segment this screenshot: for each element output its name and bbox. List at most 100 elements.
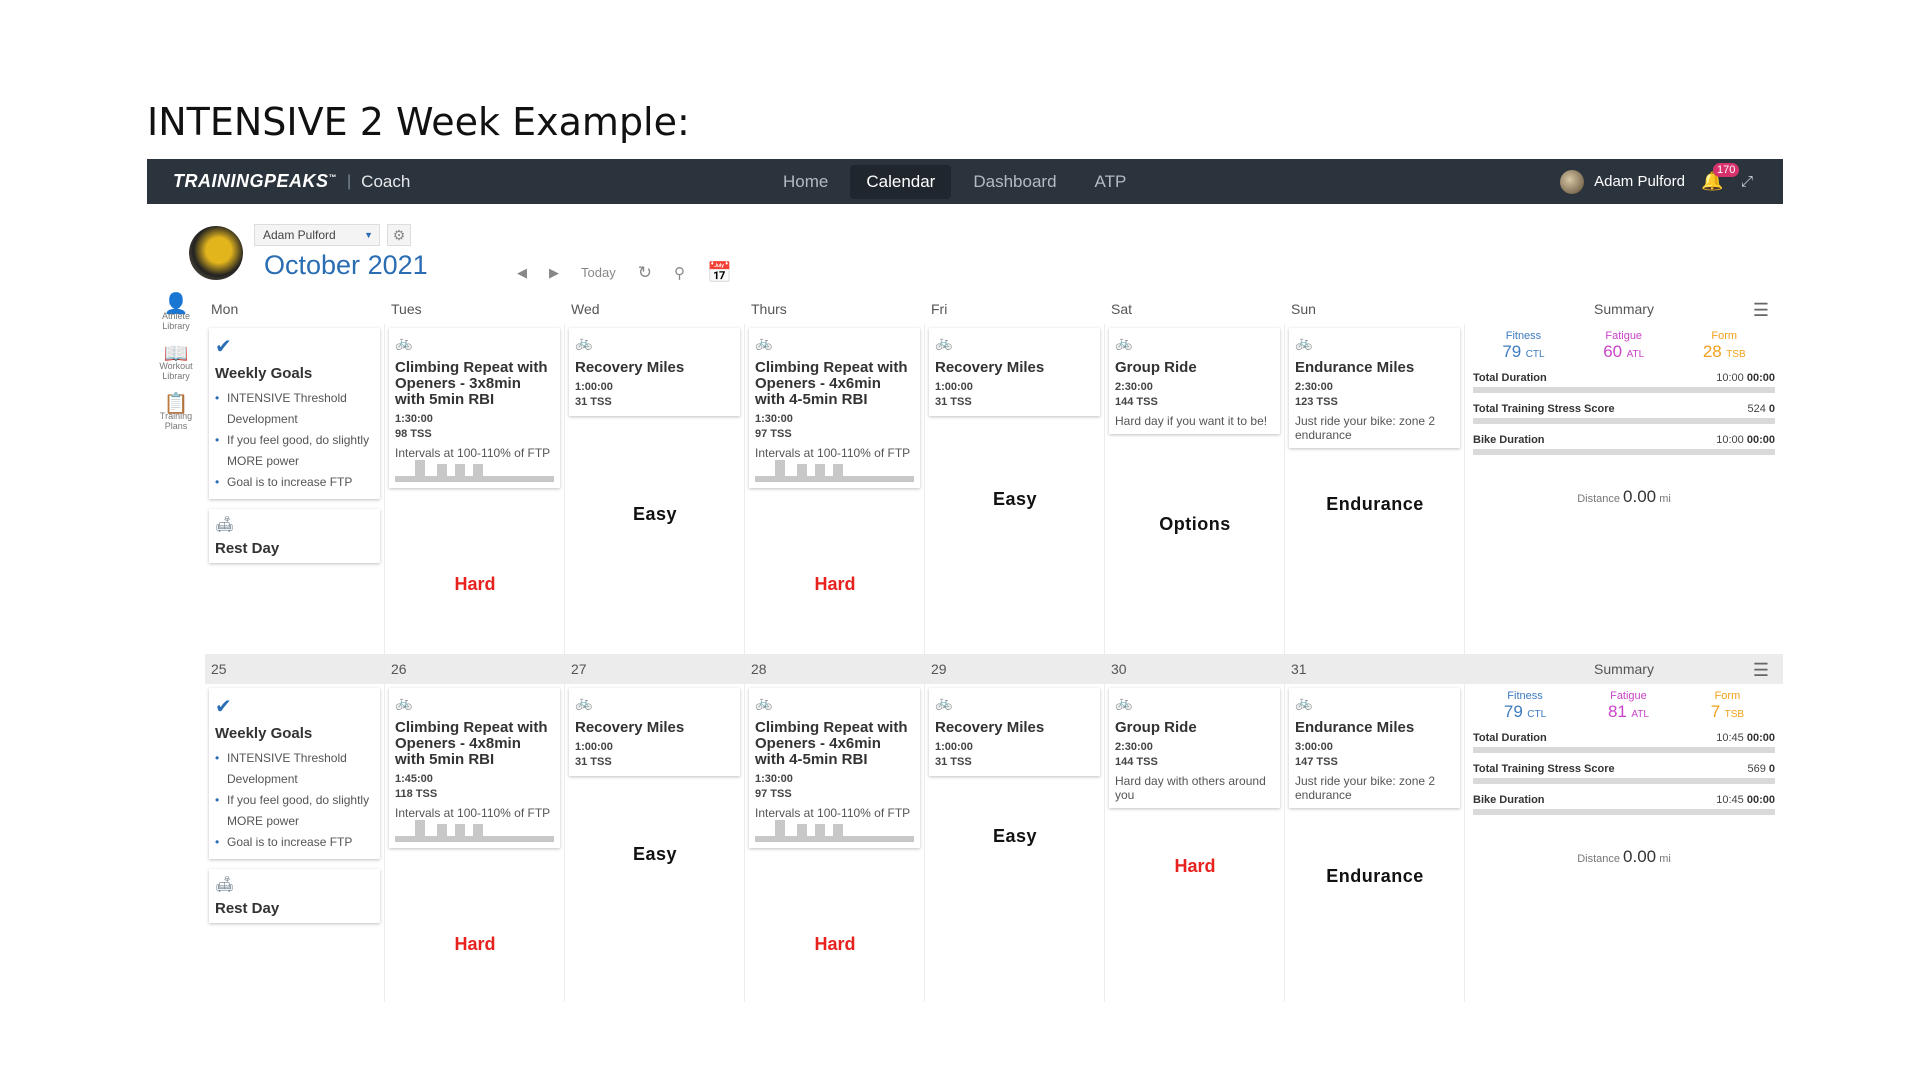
week-header: Mon Tues Wed Thurs Fri Sat Sun Summary ☰ (205, 294, 1783, 324)
day-cell[interactable]: 🚲 Endurance Miles 3:00:00 147 TSS Just ride … (1285, 684, 1465, 1002)
total-duration-bar (1473, 747, 1775, 753)
refresh-icon[interactable]: ↻ (637, 262, 652, 282)
nav-atp[interactable]: ATP (1094, 172, 1127, 191)
goals-title: Weekly Goals (215, 365, 313, 382)
training-plans-button[interactable]: 📋 Training Plans (147, 394, 205, 431)
workout-title: Climbing Repeat with Openers - 3x8min wi… (395, 359, 548, 408)
workout-card[interactable]: 🚲 Endurance Miles 2:30:00 123 TSS Just ride … (1289, 328, 1460, 448)
menu-icon[interactable]: ☰ (1752, 300, 1769, 320)
expand-icon[interactable]: ⤢ (1740, 173, 1753, 190)
day-cell[interactable]: 🚲 Group Ride 2:30:00 144 TSS Hard day if you… (1105, 324, 1285, 659)
calendar-toolbar: ◀ ▶ Today ↻ ⚲ 📅 (517, 260, 732, 285)
weekly-goals-card[interactable]: ✔ Weekly Goals INTENSIVE Threshold Develop… (209, 328, 380, 499)
goal-item: Goal is to increase FTP (215, 472, 374, 493)
day-cell[interactable]: ✔ Weekly Goals INTENSIVE Threshold Develop… (205, 684, 385, 1002)
workout-card[interactable]: 🚲 Climbing Repeat with Openers - 3x8min w… (389, 328, 560, 488)
search-icon[interactable]: ⚲ (673, 264, 685, 282)
calendar-view-icon[interactable]: 📅 (706, 262, 732, 284)
workout-library-button[interactable]: 📖 Workout Library (147, 344, 205, 381)
workout-card[interactable]: 🚲 Climbing Repeat with Openers - 4x6min w… (749, 688, 920, 848)
workout-card[interactable]: 🚲 Climbing Repeat with Openers - 4x8min w… (389, 688, 560, 848)
workout-tss: 147 TSS (1295, 756, 1338, 768)
workout-card[interactable]: 🚲 Recovery Miles 1:00:00 31 TSS (569, 328, 740, 416)
workout-card[interactable]: 🚲 Recovery Miles 1:00:00 31 TSS (929, 328, 1100, 416)
fitness-metric: Fitness 79 CTL (1502, 330, 1545, 361)
calendar-header: Adam Pulford ▼ ⚙ October 2021 ◀ ▶ Today ↻… (147, 204, 1783, 294)
bike-icon: 🚲 (575, 694, 593, 710)
intensity-annotation: Hard (814, 574, 856, 594)
summary-header: Summary ☰ (1594, 300, 1769, 320)
form-metric: Form 28 TSB (1702, 330, 1746, 361)
athlete-select[interactable]: Adam Pulford ▼ (254, 224, 380, 246)
workout-duration: 1:00:00 (935, 741, 973, 753)
today-button[interactable]: Today (581, 265, 616, 280)
goal-item: Goal is to increase FTP (215, 832, 374, 853)
day-cell[interactable]: 🚲 Climbing Repeat with Openers - 4x6min w… (745, 324, 925, 659)
bike-duration-row: Bike Duration 10:45 00:00 (1473, 794, 1775, 806)
workout-title: Climbing Repeat with Openers - 4x8min wi… (395, 719, 548, 768)
day-cell[interactable]: 🚲 Endurance Miles 2:30:00 123 TSS Just ride … (1285, 324, 1465, 659)
athlete-avatar[interactable] (189, 226, 243, 280)
workout-title: Group Ride (1115, 719, 1197, 736)
nav-calendar[interactable]: Calendar (850, 165, 952, 199)
day-cell[interactable]: ✔ Weekly Goals INTENSIVE Threshold Develop… (205, 324, 385, 659)
total-duration-bar (1473, 387, 1775, 393)
day-cell[interactable]: 🚲 Recovery Miles 1:00:00 31 TSS Easy (565, 684, 745, 1002)
workout-card[interactable]: 🚲 Climbing Repeat with Openers - 4x6min w… (749, 328, 920, 488)
user-avatar[interactable] (1560, 169, 1585, 194)
user-name[interactable]: Adam Pulford (1594, 173, 1685, 190)
day-header: Sat (1111, 301, 1133, 317)
nav-home[interactable]: Home (783, 172, 829, 191)
workout-duration: 1:30:00 (755, 413, 793, 425)
day-cell[interactable]: 🚲 Recovery Miles 1:00:00 31 TSS Easy (925, 684, 1105, 1002)
bike-icon: 🚲 (755, 694, 773, 710)
workout-card[interactable]: 🚲 Group Ride 2:30:00 144 TSS Hard day with o… (1109, 688, 1280, 808)
logo[interactable]: TRAININGPEAKS™ (173, 171, 338, 191)
workout-description: Intervals at 100-110% of FTP (755, 446, 911, 460)
gear-icon[interactable]: ⚙ (387, 224, 411, 246)
day-cell[interactable]: 🚲 Recovery Miles 1:00:00 31 TSS Easy (925, 324, 1105, 659)
intensity-annotation: Easy (632, 844, 678, 864)
day-cell[interactable]: 🚲 Recovery Miles 1:00:00 31 TSS Easy (565, 324, 745, 659)
day-cell[interactable]: 🚲 Climbing Repeat with Openers - 4x8min w… (385, 684, 565, 1002)
workout-structure-graph (395, 820, 554, 842)
workout-card[interactable]: 🚲 Recovery Miles 1:00:00 31 TSS (929, 688, 1100, 776)
rest-day-card[interactable]: 🛋 Rest Day (209, 509, 380, 563)
next-arrow-icon[interactable]: ▶ (549, 264, 559, 280)
weekly-goals-card[interactable]: ✔ Weekly Goals INTENSIVE Threshold Develop… (209, 688, 380, 859)
workout-structure-graph (395, 460, 554, 482)
workout-card[interactable]: 🚲 Endurance Miles 3:00:00 147 TSS Just ride … (1289, 688, 1460, 808)
total-tss-row: Total Training Stress Score 569 0 (1473, 763, 1775, 775)
day-header: Fri (931, 301, 948, 317)
bell-icon[interactable]: 🔔 170 (1701, 162, 1740, 193)
workout-duration: 1:30:00 (755, 773, 793, 785)
intensity-annotation: Endurance (1326, 866, 1424, 886)
workout-duration: 1:00:00 (575, 741, 613, 753)
bike-icon: 🚲 (1115, 694, 1133, 710)
workout-card[interactable]: 🚲 Group Ride 2:30:00 144 TSS Hard day if you… (1109, 328, 1280, 434)
fitness-metric: Fitness 79 CTL (1503, 690, 1547, 721)
workout-tss: 31 TSS (935, 396, 972, 408)
day-cell[interactable]: 🚲 Climbing Repeat with Openers - 4x6min w… (745, 684, 925, 1002)
athlete-library-button[interactable]: 👤 Athlete Library (147, 294, 205, 331)
menu-icon[interactable]: ☰ (1752, 660, 1769, 680)
intensity-annotation: Hard (814, 934, 856, 954)
goals-list: INTENSIVE Threshold DevelopmentIf you fe… (215, 748, 374, 853)
day-cell[interactable]: 🚲 Group Ride 2:30:00 144 TSS Hard day with o… (1105, 684, 1285, 1002)
workout-tss: 97 TSS (755, 788, 792, 800)
day-header: Sun (1291, 301, 1316, 317)
coach-label: Coach (361, 171, 411, 191)
workout-title: Endurance Miles (1295, 359, 1415, 376)
bike-icon: 🚲 (395, 694, 413, 710)
intensity-annotation: Hard (454, 934, 496, 954)
workout-card[interactable]: 🚲 Recovery Miles 1:00:00 31 TSS (569, 688, 740, 776)
day-cell[interactable]: 🚲 Climbing Repeat with Openers - 3x8min w… (385, 324, 565, 659)
workout-structure-graph (755, 460, 914, 482)
trainingpeaks-app: TRAININGPEAKS™ | Coach Home Calendar Das… (147, 159, 1783, 1004)
workout-duration: 3:00:00 (1295, 741, 1333, 753)
distance-total: Distance 0.00 mi (1577, 847, 1671, 866)
rest-day-card[interactable]: 🛋 Rest Day (209, 869, 380, 923)
total-duration-row: Total Duration 10:00 00:00 (1473, 372, 1775, 384)
prev-arrow-icon[interactable]: ◀ (517, 264, 527, 280)
nav-dashboard[interactable]: Dashboard (973, 172, 1057, 191)
